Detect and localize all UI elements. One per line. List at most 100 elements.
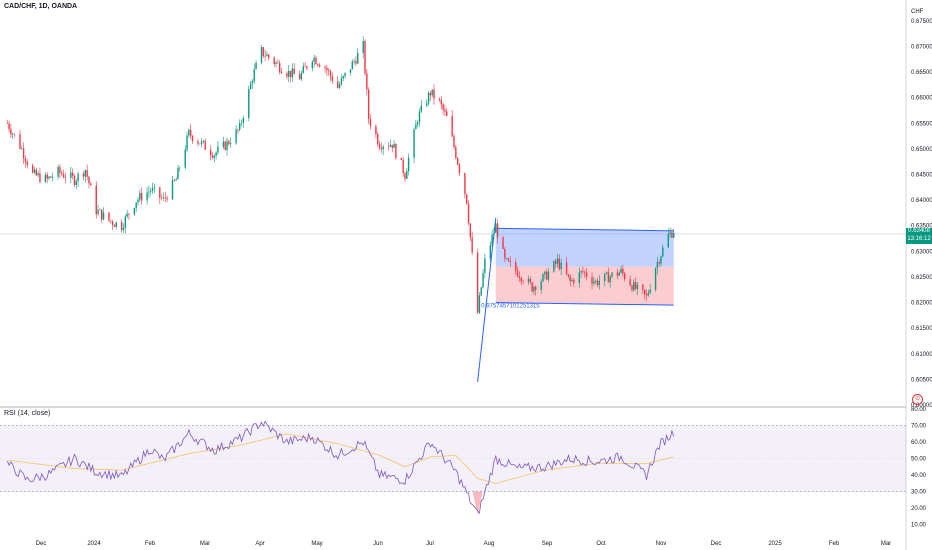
candle-body (88, 176, 90, 184)
candle-body (654, 268, 657, 290)
candle-body (442, 104, 444, 110)
time-tick-label: Nov (656, 541, 667, 547)
candle-body (288, 70, 290, 77)
channel-lower-line (495, 302, 674, 306)
candle-body (202, 140, 205, 142)
candle-body (593, 281, 595, 284)
candle-body (177, 167, 179, 180)
candle-body (173, 179, 176, 181)
channel-upper-line (495, 227, 674, 232)
candle-body (431, 89, 433, 96)
candle-body (509, 261, 511, 263)
rsi-line (6, 420, 675, 515)
rsi-ma-line (7, 433, 674, 484)
price-tick-label: 0.64500 (911, 172, 932, 178)
candle-body (99, 209, 101, 211)
candle-body (228, 141, 230, 145)
candle-body (338, 84, 341, 88)
candle-body (624, 273, 626, 280)
candle-body (304, 66, 306, 67)
candle-body (39, 173, 41, 182)
candle-body (418, 111, 421, 123)
candle-body (61, 172, 63, 175)
candle-body (377, 134, 379, 145)
candle-body (533, 286, 535, 292)
bar-countdown: 13:16:12 (907, 235, 931, 242)
candle-body (311, 61, 314, 69)
candle-body (240, 122, 243, 124)
candle-body (351, 61, 354, 70)
time-tick-label: Feb (145, 541, 156, 547)
rsi-title: RSI (14, close) (4, 410, 51, 417)
candle-body (585, 272, 588, 278)
candle-body (137, 199, 139, 203)
candle-body (22, 148, 25, 159)
candle-body (505, 258, 508, 259)
candle-body (458, 164, 461, 174)
candle-body (554, 261, 557, 264)
candle-body (242, 117, 245, 123)
candle-body (542, 274, 544, 282)
rsi-tick-label: 60.00 (911, 440, 927, 446)
candle-body (160, 197, 163, 199)
candle-body (21, 148, 23, 149)
rsi-pane: 80.00 70.00 60.00 50.00 40.00 30.00 20.00 10.00 (0, 407, 927, 529)
candle-body (444, 109, 446, 112)
candle-body (522, 281, 524, 282)
last-price: 0.63408 (908, 228, 930, 234)
candle-body (179, 167, 181, 169)
candle-body (415, 124, 417, 130)
candle-body (135, 202, 137, 208)
candle-body (188, 129, 190, 136)
candle-body (324, 66, 326, 68)
candle-body (527, 278, 530, 282)
price-tick-label: 0.60500 (911, 377, 932, 383)
candle-body (604, 273, 606, 281)
candle-body (150, 190, 152, 192)
time-tick-label: 2025 (768, 541, 782, 547)
candle-body (400, 157, 403, 161)
candle-body (643, 289, 646, 295)
candle-body (44, 174, 47, 182)
candle-body (264, 55, 266, 57)
candle-body (298, 74, 301, 80)
candle-body (362, 41, 364, 53)
candle-body (102, 212, 105, 220)
candle-body (544, 271, 546, 275)
rsi-tick-label: 40.00 (911, 473, 927, 479)
candle-body (594, 280, 597, 282)
candle-body (582, 271, 584, 272)
candle-body (71, 172, 74, 176)
time-tick-label: Jul (426, 541, 434, 547)
alert-icon[interactable]: ⊙ (912, 394, 923, 405)
candle-body (515, 262, 517, 271)
candle-body (124, 216, 127, 229)
candle-body (229, 143, 232, 145)
candle-body (629, 279, 631, 286)
candle-body (70, 172, 72, 178)
candle-body (642, 284, 644, 290)
candle-body (553, 261, 555, 272)
candle-body (380, 148, 383, 150)
candle-body (273, 57, 275, 64)
time-tick-label: Dec (711, 541, 722, 547)
candle-body (237, 129, 239, 131)
channel-lower-zone (495, 266, 674, 306)
candle-body (10, 129, 12, 135)
candle-body (6, 123, 8, 124)
candle-body (456, 157, 459, 165)
candle-body (73, 175, 76, 185)
candle-body (357, 52, 359, 64)
candle-body (636, 284, 639, 289)
candle-body (375, 126, 377, 135)
price-tick-label: 0.67500 (911, 19, 932, 25)
candle-body (496, 223, 499, 238)
time-tick-label: Sep (542, 541, 553, 547)
time-tick-label: Feb (829, 541, 840, 547)
candle-body (560, 262, 562, 270)
candle-body (476, 252, 479, 313)
candle-body (128, 213, 130, 215)
candle-body (166, 197, 168, 200)
